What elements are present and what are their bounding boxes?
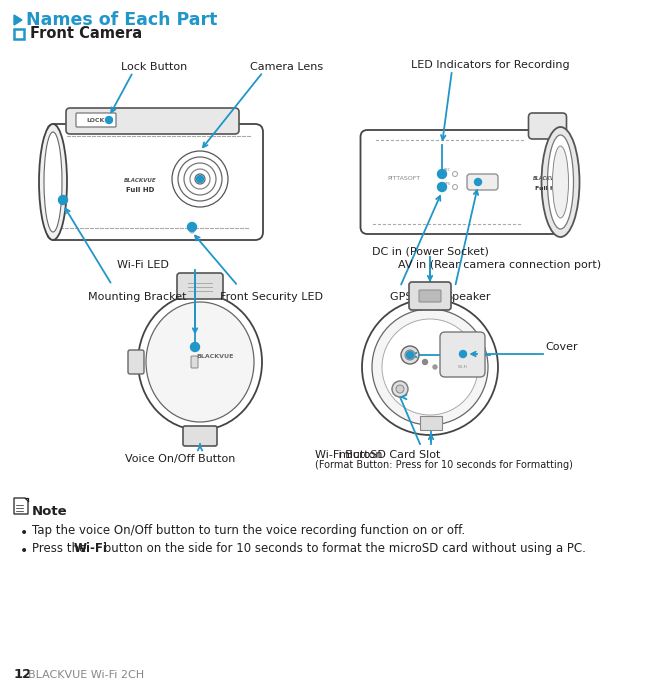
- Circle shape: [408, 353, 412, 357]
- Text: PITTASOFT: PITTASOFT: [388, 176, 421, 181]
- Text: Front Security LED: Front Security LED: [220, 292, 323, 302]
- Text: microSD Card Slot: microSD Card Slot: [339, 450, 441, 460]
- Text: Wi-Fi: Wi-Fi: [458, 365, 468, 369]
- Circle shape: [406, 352, 413, 358]
- Circle shape: [392, 381, 408, 397]
- Circle shape: [396, 385, 404, 393]
- Text: LED Indicators for Recording: LED Indicators for Recording: [411, 60, 570, 70]
- Polygon shape: [14, 498, 28, 514]
- Text: BLACKVUE: BLACKVUE: [533, 176, 562, 181]
- Ellipse shape: [138, 294, 262, 430]
- Circle shape: [190, 343, 199, 352]
- Text: LOCK: LOCK: [87, 118, 105, 122]
- Circle shape: [437, 183, 446, 192]
- Polygon shape: [14, 15, 22, 25]
- FancyBboxPatch shape: [361, 130, 559, 234]
- Ellipse shape: [553, 146, 568, 218]
- Text: BLACKVUE: BLACKVUE: [196, 354, 233, 360]
- Text: •: •: [20, 544, 28, 558]
- Text: Front Camera: Front Camera: [30, 26, 142, 42]
- FancyBboxPatch shape: [409, 282, 451, 310]
- Text: Wi-Fi: Wi-Fi: [74, 542, 108, 555]
- Text: Full HD: Full HD: [535, 187, 561, 192]
- FancyBboxPatch shape: [467, 174, 498, 190]
- Circle shape: [437, 170, 446, 179]
- FancyBboxPatch shape: [528, 113, 566, 139]
- FancyBboxPatch shape: [128, 350, 144, 374]
- Text: Tap the voice On/Off button to turn the voice recording function on or off.: Tap the voice On/Off button to turn the …: [32, 524, 465, 537]
- FancyBboxPatch shape: [420, 416, 442, 430]
- Circle shape: [192, 428, 208, 444]
- Text: •: •: [20, 526, 28, 540]
- Circle shape: [433, 365, 437, 369]
- Text: DC in (Power Socket): DC in (Power Socket): [372, 247, 488, 257]
- Circle shape: [405, 350, 415, 360]
- Ellipse shape: [548, 135, 573, 229]
- Text: BLACKVUE: BLACKVUE: [124, 178, 156, 183]
- Text: Wi-Fi Button: Wi-Fi Button: [315, 450, 382, 460]
- Text: Wi-Fi LED: Wi-Fi LED: [117, 260, 169, 270]
- Circle shape: [197, 176, 203, 181]
- Text: 12: 12: [14, 668, 32, 682]
- Text: Names of Each Part: Names of Each Part: [26, 11, 217, 29]
- Text: AV in (Rear camera connection port): AV in (Rear camera connection port): [399, 260, 602, 270]
- Text: REC: REC: [444, 168, 452, 172]
- FancyBboxPatch shape: [183, 426, 217, 446]
- FancyBboxPatch shape: [191, 356, 198, 368]
- Text: button on the side for 10 seconds to format the microSD card without using a PC.: button on the side for 10 seconds to for…: [100, 542, 586, 555]
- Text: Press the: Press the: [32, 542, 90, 555]
- Circle shape: [59, 196, 68, 205]
- Circle shape: [372, 309, 488, 425]
- Circle shape: [422, 360, 428, 365]
- Circle shape: [459, 351, 466, 358]
- Circle shape: [106, 116, 112, 123]
- Text: Mounting Bracket: Mounting Bracket: [88, 292, 186, 302]
- Circle shape: [401, 346, 419, 364]
- FancyBboxPatch shape: [419, 290, 441, 302]
- Text: Lock Button: Lock Button: [121, 62, 187, 72]
- FancyBboxPatch shape: [440, 332, 485, 377]
- Ellipse shape: [146, 302, 254, 422]
- Text: Full HD: Full HD: [126, 187, 154, 193]
- Circle shape: [197, 176, 204, 183]
- Ellipse shape: [542, 127, 579, 237]
- Text: Voice On/Off Button: Voice On/Off Button: [125, 454, 235, 464]
- FancyBboxPatch shape: [177, 273, 223, 299]
- Text: Speaker: Speaker: [445, 292, 490, 302]
- Ellipse shape: [39, 124, 67, 240]
- Text: Cover: Cover: [545, 342, 578, 352]
- Text: BLACKVUE Wi-Fi 2CH: BLACKVUE Wi-Fi 2CH: [28, 670, 144, 680]
- Circle shape: [362, 299, 498, 435]
- Circle shape: [188, 223, 197, 232]
- Text: GPS: GPS: [444, 182, 451, 186]
- Ellipse shape: [44, 132, 62, 232]
- Circle shape: [475, 179, 482, 185]
- Text: (Format Button: Press for 10 seconds for Formatting): (Format Button: Press for 10 seconds for…: [315, 460, 573, 470]
- Text: Camera Lens: Camera Lens: [250, 62, 323, 72]
- FancyBboxPatch shape: [66, 108, 239, 134]
- Text: Note: Note: [32, 505, 68, 518]
- FancyBboxPatch shape: [76, 113, 116, 127]
- Text: GPS LED: GPS LED: [390, 292, 438, 302]
- FancyBboxPatch shape: [47, 124, 263, 240]
- Circle shape: [382, 319, 478, 415]
